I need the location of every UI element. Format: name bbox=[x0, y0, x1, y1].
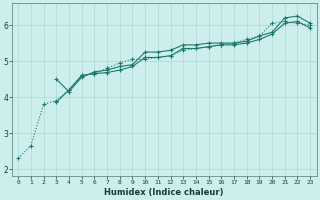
X-axis label: Humidex (Indice chaleur): Humidex (Indice chaleur) bbox=[104, 188, 224, 197]
